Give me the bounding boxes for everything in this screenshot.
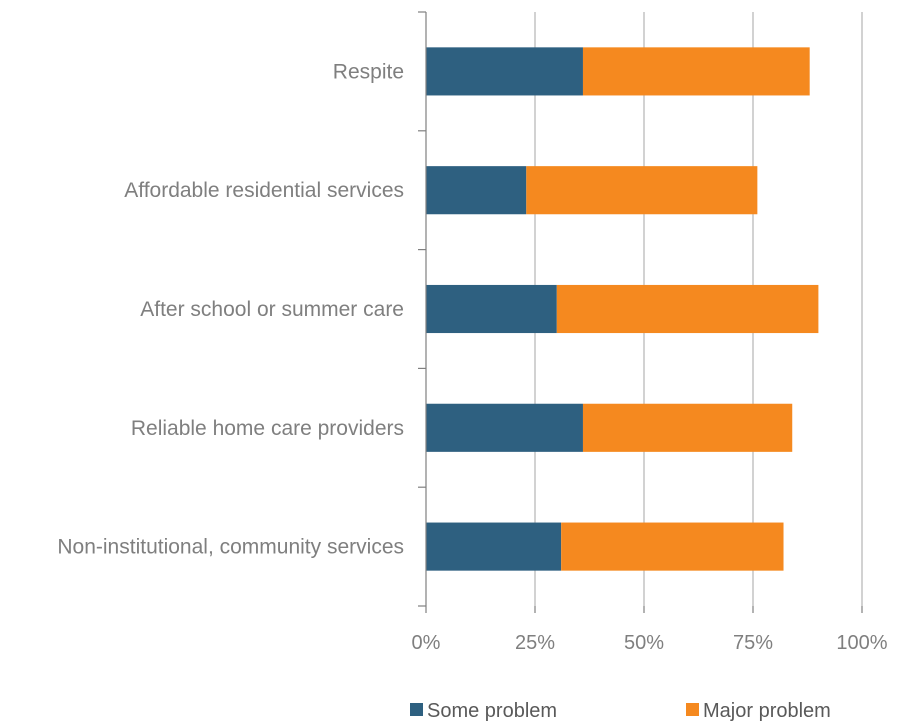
bar-some-problem-1 [426,166,526,214]
bar-major-problem-2 [557,285,819,333]
bar-major-problem-4 [561,523,783,571]
category-label: Respite [333,60,404,83]
legend-label: Major problem [703,700,831,722]
bar-some-problem-0 [426,47,583,95]
category-label: Reliable home care providers [131,417,404,440]
x-tick-labels: 0% 25% 50% 75% 100% [412,632,888,654]
x-tick-label: 100% [836,632,887,654]
bars [426,47,818,570]
legend-swatch-major-problem [686,703,699,716]
bar-some-problem-2 [426,285,557,333]
legend-swatch-some-problem [410,703,423,716]
legend-label: Some problem [427,700,557,722]
bar-major-problem-0 [583,47,810,95]
legend: Some problem Major problem [410,700,831,722]
bar-some-problem-4 [426,523,561,571]
category-label: After school or summer care [140,298,404,321]
x-tick-label: 25% [515,632,555,654]
x-tick-label: 50% [624,632,664,654]
category-label: Affordable residential services [124,179,404,202]
category-label: Non-institutional, community services [57,536,404,559]
bar-major-problem-1 [526,166,757,214]
x-tick-label: 75% [733,632,773,654]
bar-major-problem-3 [583,404,792,452]
x-tick-label: 0% [412,632,441,654]
category-labels: Respite Affordable residential services Af… [57,60,404,558]
bar-some-problem-3 [426,404,583,452]
